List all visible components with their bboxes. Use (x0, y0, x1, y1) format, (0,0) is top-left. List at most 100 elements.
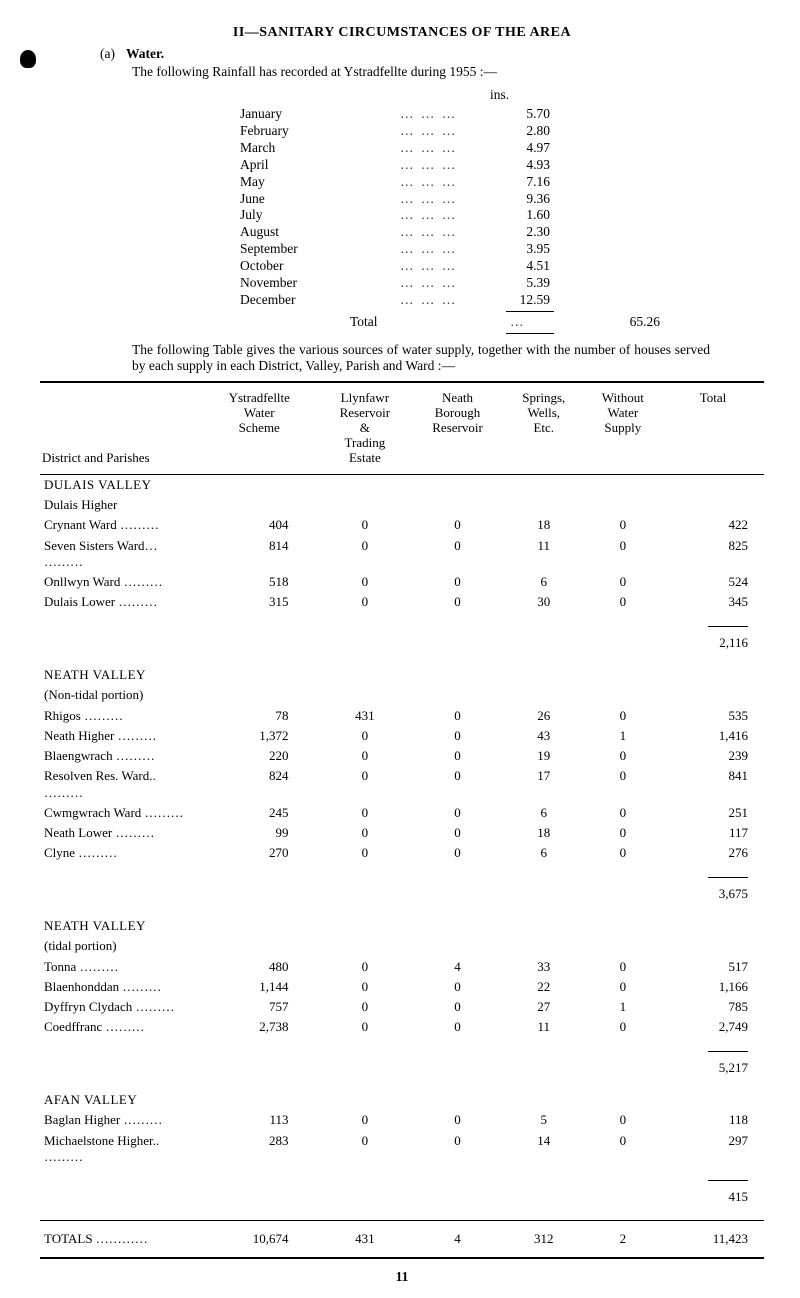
rainfall-value: 7.16 (490, 174, 550, 191)
table-cell: 1 (584, 997, 662, 1017)
table-cell: 0 (411, 977, 504, 997)
table-cell: 0 (319, 536, 412, 573)
column-header: Total (662, 382, 764, 474)
table-cell: 0 (411, 1110, 504, 1130)
district-name: Neath Higher ……… (40, 726, 200, 746)
table-cell: 0 (584, 572, 662, 592)
totals-cell: 4 (411, 1220, 504, 1258)
rainfall-month: March (240, 140, 400, 157)
group-title: NEATH VALLEY (40, 916, 200, 936)
table-cell: 239 (662, 746, 764, 766)
table-cell: 22 (504, 977, 584, 997)
table-cell: 30 (504, 592, 584, 612)
table-cell: 785 (662, 997, 764, 1017)
totals-label: TOTALS ………… (40, 1220, 200, 1258)
section-label: Water. (126, 46, 164, 63)
rainfall-value: 3.95 (490, 241, 550, 258)
table-cell: 19 (504, 746, 584, 766)
rainfall-month: May (240, 174, 400, 191)
table-cell: 99 (200, 823, 319, 843)
table-cell: 0 (411, 1017, 504, 1037)
table-cell: 117 (662, 823, 764, 843)
table-cell: 113 (200, 1110, 319, 1130)
rainfall-block: ins. January… … …5.70February… … …2.80Ma… (240, 87, 764, 333)
table-cell: 0 (319, 592, 412, 612)
rainfall-month: November (240, 275, 400, 292)
section-tag: (a) (100, 46, 126, 63)
table-cell: 0 (319, 1017, 412, 1037)
table-cell: 251 (662, 803, 764, 823)
table-cell: 480 (200, 957, 319, 977)
table-cell: 245 (200, 803, 319, 823)
rainfall-month: January (240, 106, 400, 123)
table-cell: 6 (504, 803, 584, 823)
table-cell: 0 (411, 726, 504, 746)
table-cell: 78 (200, 706, 319, 726)
rainfall-month: August (240, 224, 400, 241)
column-header: District and Parishes (40, 382, 200, 474)
table-cell: 0 (584, 515, 662, 535)
totals-cell: 2 (584, 1220, 662, 1258)
table-cell: 283 (200, 1131, 319, 1168)
rainfall-value: 5.70 (490, 106, 550, 123)
table-cell: 27 (504, 997, 584, 1017)
table-cell: 0 (584, 746, 662, 766)
table-cell: 404 (200, 515, 319, 535)
district-name: Michaelstone Higher.. ……… (40, 1131, 200, 1168)
table-cell: 0 (319, 726, 412, 746)
rainfall-month: June (240, 191, 400, 208)
table-cell: 0 (319, 1131, 412, 1168)
rainfall-value: 5.39 (490, 275, 550, 292)
table-cell: 0 (584, 536, 662, 573)
table-cell: 0 (319, 803, 412, 823)
table-cell: 0 (319, 997, 412, 1017)
table-cell: 4 (411, 957, 504, 977)
table-cell: 0 (319, 957, 412, 977)
table-cell: 0 (319, 572, 412, 592)
rainfall-value: 9.36 (490, 191, 550, 208)
district-name: Neath Lower ……… (40, 823, 200, 843)
table-cell: 18 (504, 823, 584, 843)
rainfall-value: 12.59 (490, 292, 550, 309)
rainfall-month: September (240, 241, 400, 258)
rainfall-month: April (240, 157, 400, 174)
table-cell: 841 (662, 766, 764, 803)
table-cell: 0 (411, 536, 504, 573)
table-cell: 2,738 (200, 1017, 319, 1037)
group-subtitle: (tidal portion) (40, 936, 200, 956)
rainfall-month: February (240, 123, 400, 140)
district-name: Baglan Higher ……… (40, 1110, 200, 1130)
table-cell: 0 (584, 592, 662, 612)
table-cell: 2,749 (662, 1017, 764, 1037)
group-subtitle: (Non-tidal portion) (40, 685, 200, 705)
supply-table: District and ParishesYstradfellteWaterSc… (40, 381, 764, 1259)
table-cell: 825 (662, 536, 764, 573)
table-cell: 0 (411, 592, 504, 612)
district-name: Dyffryn Clydach ……… (40, 997, 200, 1017)
rainfall-value: 4.51 (490, 258, 550, 275)
table-cell: 0 (411, 746, 504, 766)
table-cell: 276 (662, 843, 764, 863)
column-header: NeathBoroughReservoir (411, 382, 504, 474)
table-cell: 118 (662, 1110, 764, 1130)
rainfall-value: 1.60 (490, 207, 550, 224)
table-cell: 26 (504, 706, 584, 726)
column-header: Springs,Wells,Etc. (504, 382, 584, 474)
table-cell: 17 (504, 766, 584, 803)
table-cell: 517 (662, 957, 764, 977)
group-subtotal: 2,116 (662, 633, 764, 653)
table-cell: 0 (411, 515, 504, 535)
table-cell: 824 (200, 766, 319, 803)
table-cell: 0 (411, 572, 504, 592)
column-header: YstradfellteWaterScheme (200, 382, 319, 474)
table-cell: 315 (200, 592, 319, 612)
table-cell: 11 (504, 1017, 584, 1037)
table-cell: 0 (584, 803, 662, 823)
rainfall-month: October (240, 258, 400, 275)
table-cell: 0 (319, 515, 412, 535)
intro-text: The following Rainfall has recorded at Y… (132, 64, 764, 81)
table-cell: 0 (584, 823, 662, 843)
district-name: Blaenhonddan ……… (40, 977, 200, 997)
district-name: Seven Sisters Ward… ……… (40, 536, 200, 573)
table-cell: 0 (411, 1131, 504, 1168)
